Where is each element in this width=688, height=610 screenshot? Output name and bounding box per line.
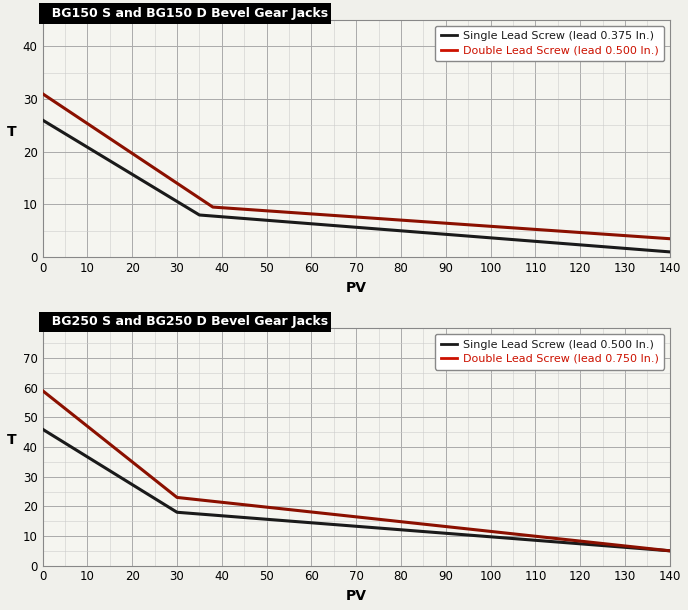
X-axis label: PV: PV: [346, 281, 367, 295]
Legend: Single Lead Screw (lead 0.500 In.), Double Lead Screw (lead 0.750 In.): Single Lead Screw (lead 0.500 In.), Doub…: [435, 334, 665, 370]
X-axis label: PV: PV: [346, 589, 367, 603]
Y-axis label: T: T: [7, 124, 17, 138]
Text: BG150 S and BG150 D Bevel Gear Jacks: BG150 S and BG150 D Bevel Gear Jacks: [43, 7, 327, 20]
Text: BG250 S and BG250 D Bevel Gear Jacks: BG250 S and BG250 D Bevel Gear Jacks: [43, 315, 327, 328]
Legend: Single Lead Screw (lead 0.375 In.), Double Lead Screw (lead 0.500 In.): Single Lead Screw (lead 0.375 In.), Doub…: [436, 26, 665, 61]
Y-axis label: T: T: [7, 433, 17, 447]
